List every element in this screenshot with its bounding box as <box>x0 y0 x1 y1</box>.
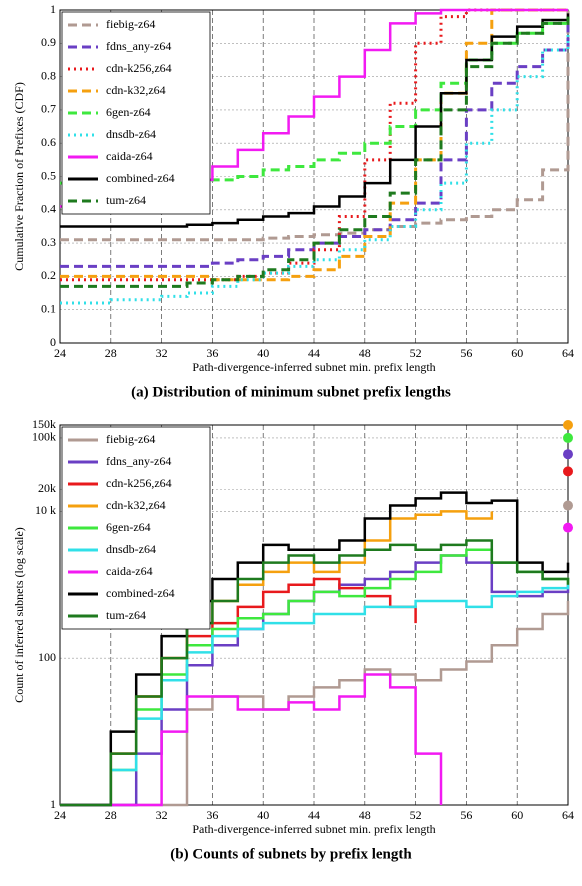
legend-label: caida-z64 <box>106 564 153 578</box>
end-marker <box>563 522 573 533</box>
end-marker <box>563 420 573 430</box>
x-tick-label: 32 <box>156 346 168 360</box>
x-axis-label: Path-divergence-inferred subnet min. pre… <box>192 360 435 374</box>
x-tick-label: 56 <box>460 808 472 822</box>
legend-label: fiebig-z64 <box>106 17 155 31</box>
series-line <box>60 13 570 228</box>
end-marker <box>563 466 573 477</box>
series-line <box>60 584 570 807</box>
x-tick-label: 44 <box>308 346 320 360</box>
legend-label: fiebig-z64 <box>106 432 155 446</box>
legend-label: fdns_any-z64 <box>106 454 171 468</box>
y-tick-label: 1 <box>50 2 56 16</box>
legend-label: tum-z64 <box>106 193 146 207</box>
x-axis-label: Path-divergence-inferred subnet min. pre… <box>192 822 435 836</box>
caption: (b) Counts of subnets by prefix length <box>170 846 412 862</box>
y-tick-label: 0.9 <box>41 35 56 49</box>
x-tick-label: 40 <box>257 346 269 360</box>
legend-label: combined-z64 <box>106 171 175 185</box>
legend-label: 6gen-z64 <box>106 520 151 534</box>
y-tick-label: 0.5 <box>41 168 56 182</box>
y-tick-label: 0.3 <box>41 235 56 249</box>
legend-label: dnsdb-z64 <box>106 542 156 556</box>
y-tick-label: 0 <box>50 335 56 349</box>
y-tick-label: 0.2 <box>41 268 56 282</box>
series-line <box>60 673 443 807</box>
y-tick-label: 1 <box>50 797 56 811</box>
x-tick-label: 48 <box>359 808 371 822</box>
y-axis-label: Count of inferred subnets (log scale) <box>12 527 26 703</box>
y-tick-label: 100k <box>32 430 56 444</box>
caption: (a) Distribution of minimum subnet prefi… <box>131 384 451 400</box>
y-tick-label: 0.8 <box>41 68 56 82</box>
x-tick-label: 44 <box>308 808 320 822</box>
y-tick-label: 0.1 <box>41 301 56 315</box>
series-line <box>60 16 570 288</box>
x-tick-label: 64 <box>562 808 574 822</box>
series-line <box>60 33 570 305</box>
y-tick-label: 0.4 <box>41 202 56 216</box>
series-line <box>60 539 570 807</box>
y-axis-label: Cumulative Fraction of Prefixes (CDF) <box>12 82 26 271</box>
x-tick-label: 24 <box>54 808 66 822</box>
x-tick-label: 56 <box>460 346 472 360</box>
x-tick-label: 36 <box>206 346 218 360</box>
x-tick-label: 60 <box>511 808 523 822</box>
end-marker <box>563 432 573 443</box>
y-tick-label: 150k <box>32 417 56 431</box>
x-tick-label: 40 <box>257 808 269 822</box>
x-tick-label: 60 <box>511 346 523 360</box>
y-tick-label: 0.6 <box>41 135 56 149</box>
y-tick-label: 100 <box>38 650 56 664</box>
x-tick-label: 24 <box>54 346 66 360</box>
y-tick-label: 10 k <box>35 503 56 517</box>
series-line <box>60 8 568 282</box>
legend-label: dnsdb-z64 <box>106 127 156 141</box>
series-line <box>60 8 568 282</box>
end-marker <box>563 449 573 460</box>
legend-label: caida-z64 <box>106 149 153 163</box>
end-marker <box>563 500 573 511</box>
legend-label: 6gen-z64 <box>106 105 151 119</box>
legend-label: cdn-k32,z64 <box>106 83 166 97</box>
y-tick-label: 0.7 <box>41 102 56 116</box>
legend-label: cdn-k32,z64 <box>106 498 166 512</box>
x-tick-label: 52 <box>410 346 422 360</box>
x-tick-label: 28 <box>105 808 117 822</box>
legend-label: cdn-k256,z64 <box>106 61 172 75</box>
x-tick-label: 32 <box>156 808 168 822</box>
x-tick-label: 48 <box>359 346 371 360</box>
plot-frame <box>59 9 569 344</box>
x-tick-label: 36 <box>206 808 218 822</box>
y-tick-label: 20k <box>38 481 56 495</box>
x-tick-label: 64 <box>562 346 574 360</box>
legend-label: tum-z64 <box>106 608 146 622</box>
legend-label: combined-z64 <box>106 586 175 600</box>
x-tick-label: 52 <box>410 808 422 822</box>
legend-label: cdn-k256,z64 <box>106 476 172 490</box>
series-line <box>60 23 570 268</box>
x-tick-label: 28 <box>105 346 117 360</box>
legend-label: fdns_any-z64 <box>106 39 171 53</box>
